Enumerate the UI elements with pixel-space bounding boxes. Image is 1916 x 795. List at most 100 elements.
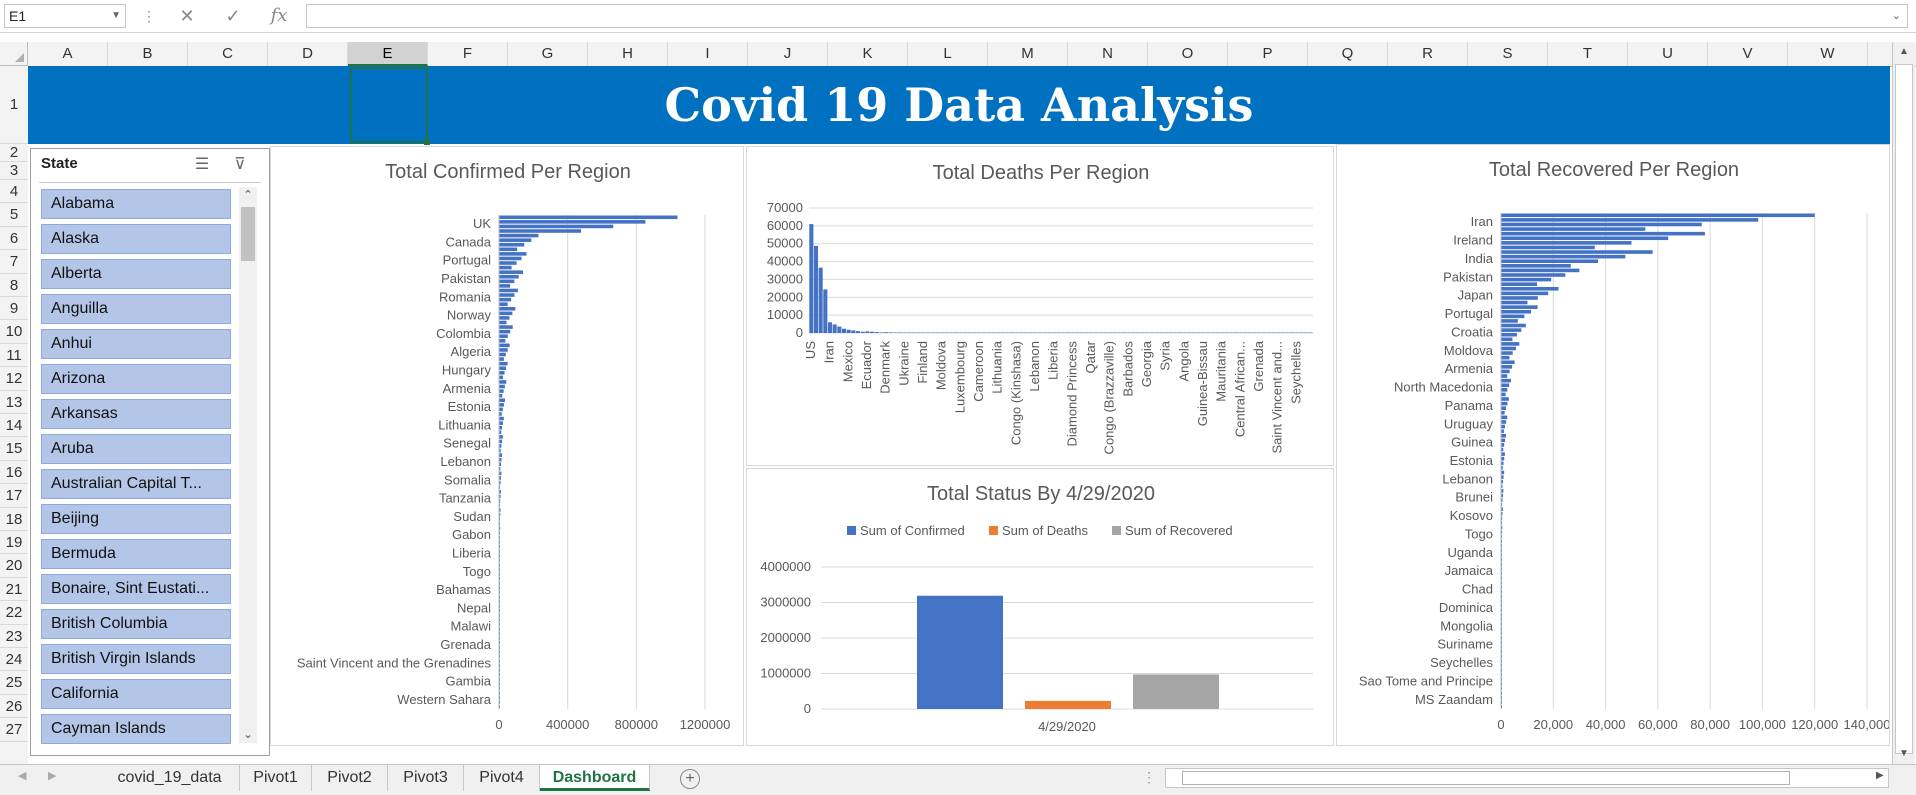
row-header-14[interactable]: 14: [0, 414, 28, 438]
row-header-19[interactable]: 19: [0, 531, 28, 555]
sheet-tab-covid-19-data[interactable]: covid_19_data: [100, 765, 240, 791]
scroll-up-icon[interactable]: ⌃: [243, 189, 253, 201]
column-header-v[interactable]: V: [1708, 42, 1788, 66]
row-header-15[interactable]: 15: [0, 437, 28, 461]
column-header-g[interactable]: G: [508, 42, 588, 66]
slicer-item[interactable]: Bonaire, Sint Eustati...: [41, 574, 231, 604]
row-header-2[interactable]: 2: [0, 144, 28, 162]
row-header-9[interactable]: 9: [0, 297, 28, 321]
column-header-k[interactable]: K: [828, 42, 908, 66]
row-header-12[interactable]: 12: [0, 367, 28, 391]
slicer-item[interactable]: Anhui: [41, 329, 231, 359]
column-header-p[interactable]: P: [1228, 42, 1308, 66]
slicer-item[interactable]: California: [41, 679, 231, 709]
name-box[interactable]: E1 ▼: [4, 4, 126, 28]
slicer-item[interactable]: British Columbia: [41, 609, 231, 639]
row-header-16[interactable]: 16: [0, 461, 28, 485]
slicer-scrollbar[interactable]: ⌃ ⌄: [239, 187, 257, 743]
slicer-scroll-thumb[interactable]: [241, 207, 255, 261]
multi-select-icon[interactable]: ☰: [194, 156, 210, 173]
sheet-tab-pivot4[interactable]: Pivot4: [464, 765, 540, 791]
add-sheet-icon[interactable]: +: [680, 769, 700, 789]
slicer-item[interactable]: British Virgin Islands: [41, 644, 231, 674]
sheet-tab-pivot1[interactable]: Pivot1: [240, 765, 312, 791]
row-header-10[interactable]: 10: [0, 320, 28, 344]
row-header-26[interactable]: 26: [0, 695, 28, 719]
formula-input[interactable]: ⌄: [306, 4, 1908, 28]
column-header-a[interactable]: A: [28, 42, 108, 66]
column-header-f[interactable]: F: [428, 42, 508, 66]
sheet-tab-dashboard[interactable]: Dashboard: [540, 765, 650, 791]
row-header-5[interactable]: 5: [0, 203, 28, 227]
vertical-scroll-thumb[interactable]: [1895, 64, 1913, 754]
slicer-item[interactable]: Cayman Islands: [41, 714, 231, 744]
tab-scroll-right-icon[interactable]: ▶: [48, 770, 57, 782]
slicer-item[interactable]: Bermuda: [41, 539, 231, 569]
deaths-chart[interactable]: Total Deaths Per Region 70000 60000 50000 4…: [746, 146, 1334, 466]
slicer-item[interactable]: Alabama: [41, 189, 231, 219]
row-header-22[interactable]: 22: [0, 601, 28, 625]
column-header-i[interactable]: I: [668, 42, 748, 66]
column-header-j[interactable]: J: [748, 42, 828, 66]
column-header-w[interactable]: W: [1788, 42, 1868, 66]
column-header-l[interactable]: L: [908, 42, 988, 66]
chevron-down-icon[interactable]: ▼: [111, 10, 121, 21]
row-header-7[interactable]: 7: [0, 250, 28, 274]
sheet-tab-pivot2[interactable]: Pivot2: [312, 765, 388, 791]
horizontal-scroll-thumb[interactable]: [1182, 771, 1790, 785]
slicer-item[interactable]: Alberta: [41, 259, 231, 289]
row-header-17[interactable]: 17: [0, 484, 28, 508]
vertical-scrollbar[interactable]: ▲ ▼: [1892, 42, 1915, 764]
confirmed-chart[interactable]: Total Confirmed Per Region 0 400000 800000…: [270, 146, 744, 746]
slicer-item[interactable]: Beijing: [41, 504, 231, 534]
column-header-n[interactable]: N: [1068, 42, 1148, 66]
row-header-20[interactable]: 20: [0, 554, 28, 578]
sheet-tab-pivot3[interactable]: Pivot3: [388, 765, 464, 791]
row-header-8[interactable]: 8: [0, 274, 28, 297]
slicer-item[interactable]: Anguilla: [41, 294, 231, 324]
enter-icon[interactable]: ✓: [225, 6, 241, 26]
cancel-icon[interactable]: ✕: [179, 6, 195, 26]
select-all-button[interactable]: [0, 42, 28, 66]
clear-filter-icon[interactable]: ⊽: [234, 156, 246, 173]
selected-cell[interactable]: [350, 67, 430, 145]
expand-formula-icon[interactable]: ⌄: [1891, 10, 1901, 22]
slicer-item[interactable]: Australian Capital T...: [41, 469, 231, 499]
column-header-e[interactable]: E: [348, 42, 428, 66]
column-header-o[interactable]: O: [1148, 42, 1228, 66]
recovered-chart[interactable]: Total Recovered Per Region 0 20,000 40,000…: [1336, 144, 1890, 746]
column-header-b[interactable]: B: [108, 42, 188, 66]
scroll-down-icon[interactable]: ⌄: [243, 729, 253, 741]
row-header-4[interactable]: 4: [0, 180, 28, 204]
slicer-item[interactable]: Alaska: [41, 224, 231, 254]
row-header-24[interactable]: 24: [0, 648, 28, 672]
scroll-up-icon[interactable]: ▲: [1899, 46, 1909, 57]
status-chart[interactable]: Total Status By 4/29/2020 Sum of Confirm…: [746, 468, 1334, 746]
scroll-down-icon[interactable]: ▼: [1899, 748, 1909, 759]
insert-function-icon[interactable]: fx: [270, 5, 288, 26]
column-header-u[interactable]: U: [1628, 42, 1708, 66]
row-header-27[interactable]: 27: [0, 718, 28, 742]
row-header-25[interactable]: 25: [0, 671, 28, 695]
slicer-item[interactable]: Arizona: [41, 364, 231, 394]
row-header-23[interactable]: 23: [0, 625, 28, 648]
column-header-d[interactable]: D: [268, 42, 348, 66]
column-header-r[interactable]: R: [1388, 42, 1468, 66]
slicer-item[interactable]: Aruba: [41, 434, 231, 464]
column-header-h[interactable]: H: [588, 42, 668, 66]
column-header-t[interactable]: T: [1548, 42, 1628, 66]
row-header-6[interactable]: 6: [0, 227, 28, 251]
row-header-18[interactable]: 18: [0, 508, 28, 531]
column-header-c[interactable]: C: [188, 42, 268, 66]
slicer-item[interactable]: Arkansas: [41, 399, 231, 429]
split-handle-icon[interactable]: ⋮: [1142, 769, 1156, 785]
tab-scroll-left-icon[interactable]: ◀: [18, 770, 27, 782]
row-header-13[interactable]: 13: [0, 391, 28, 414]
row-header-11[interactable]: 11: [0, 344, 28, 368]
column-header-q[interactable]: Q: [1308, 42, 1388, 66]
row-header-3[interactable]: 3: [0, 162, 28, 180]
column-header-m[interactable]: M: [988, 42, 1068, 66]
horizontal-scrollbar[interactable]: [1165, 768, 1889, 788]
row-header-1[interactable]: 1: [0, 66, 28, 144]
row-header-21[interactable]: 21: [0, 578, 28, 602]
